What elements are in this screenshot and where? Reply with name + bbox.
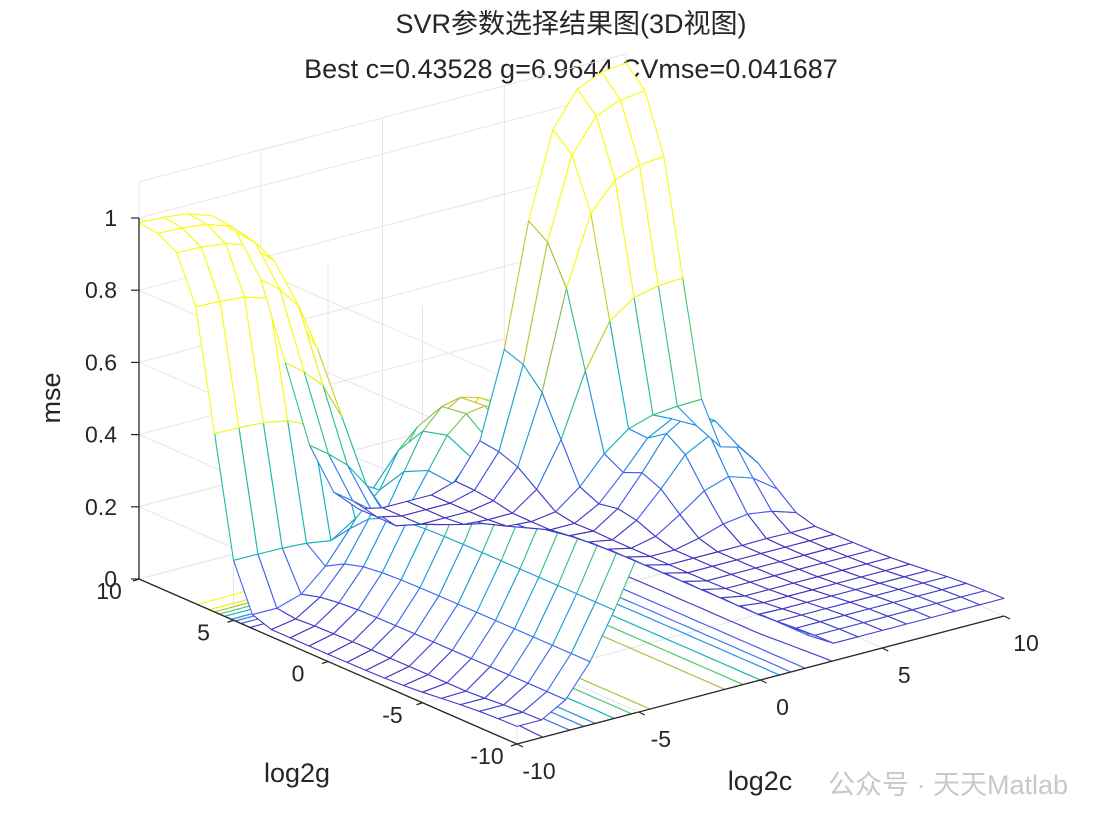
z-tick-label: 0.8: [85, 277, 117, 303]
chart-subtitle: Best c=0.43528 g=6.9644 CVmse=0.041687: [304, 54, 838, 84]
x-tick-mark: [638, 711, 646, 716]
z-tick-label: 0.6: [85, 349, 117, 375]
y-tick-label: 0: [292, 661, 305, 687]
y-tick-label: 5: [197, 619, 210, 645]
x-tick-label: -5: [651, 726, 671, 752]
y-tick-mark: [510, 743, 518, 747]
x-tick-mark: [881, 647, 889, 652]
y-tick-label: 10: [96, 578, 122, 604]
surface-mesh-layer: [138, 62, 1005, 727]
y-tick-mark: [321, 660, 329, 665]
x-axis-label: log2c: [728, 766, 793, 796]
x-tick-label: 0: [776, 694, 789, 720]
x-tick-mark: [516, 743, 524, 748]
watermark-text: 公众号 · 天天Matlab: [828, 770, 1068, 800]
z-tick-label: 0.2: [85, 494, 117, 520]
z-tick-label: 0: [104, 566, 117, 592]
z-tick-label: 0.4: [85, 422, 117, 448]
z-axis-label: mse: [36, 372, 66, 423]
x-tick-label: 10: [1013, 630, 1039, 656]
chart-title-group: SVR参数选择结果图(3D视图) Best c=0.43528 g=6.9644…: [304, 9, 838, 84]
chart-title: SVR参数选择结果图(3D视图): [395, 9, 746, 39]
y-tick-label: -10: [470, 743, 503, 769]
x-tick-label: 5: [898, 662, 911, 688]
y-axis-label: log2g: [264, 758, 330, 788]
surface-cell: [138, 216, 183, 234]
y-tick-mark: [227, 619, 234, 623]
y-tick-label: -5: [382, 702, 402, 728]
x-tick-mark: [760, 679, 767, 684]
z-tick-label: 1: [104, 205, 117, 231]
x-tick-mark: [1003, 615, 1011, 620]
y-tick-mark: [416, 702, 423, 706]
x-tick-label: -10: [522, 758, 555, 784]
